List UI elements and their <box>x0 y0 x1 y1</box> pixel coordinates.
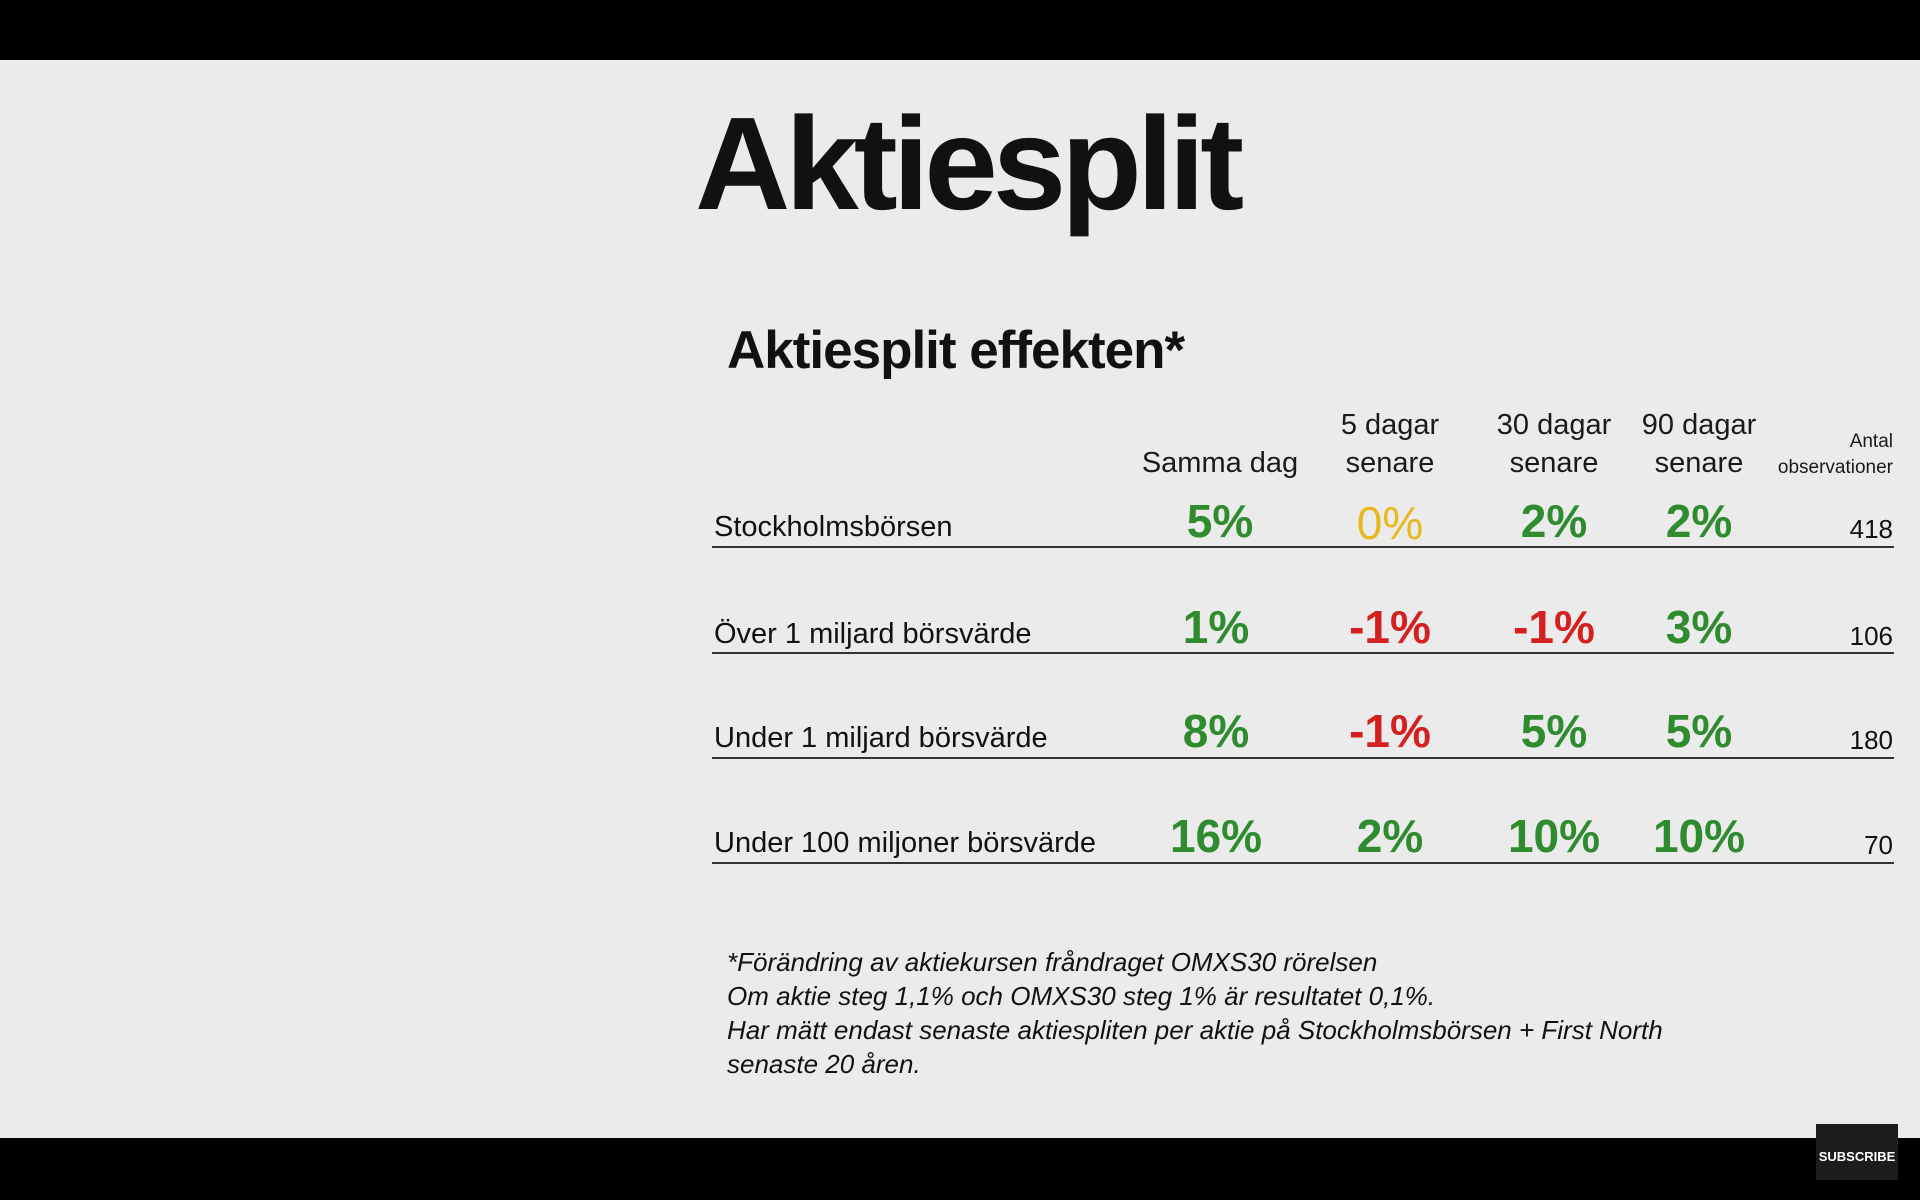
cell-row1-30-days: 2% <box>1520 495 1588 547</box>
video-bottom-bar <box>0 1138 1920 1200</box>
header-90-days: 90 dagar senare <box>1619 406 1779 482</box>
cell-row3-observations: 180 <box>1849 725 1893 755</box>
header-observations-line1: Antal <box>1849 431 1893 452</box>
header-5-days-line1: 5 dagar <box>1340 409 1440 441</box>
cell-row2-5-days: -1% <box>1349 601 1431 653</box>
row-label-under-1-miljard: Under 1 miljard börsvärde <box>714 722 1048 754</box>
slide-title: Aktiesplit <box>695 90 1244 237</box>
footnote: *Förändring av aktiekursen fråndraget OM… <box>727 945 1663 1081</box>
header-30-days-line2: senare <box>1509 447 1599 479</box>
header-30-days: 30 dagar senare <box>1474 406 1634 482</box>
cell-row2-30-days: -1% <box>1513 601 1595 653</box>
cell-row2-90-days: 3% <box>1665 601 1733 653</box>
header-same-day-text: Samma dag <box>1141 447 1299 479</box>
row-label-under-100-miljoner: Under 100 miljoner börsvärde <box>714 827 1097 859</box>
cell-row1-observations: 418 <box>1849 514 1893 544</box>
footnote-line-1: *Förändring av aktiekursen fråndraget OM… <box>727 947 1378 977</box>
header-90-days-line1: 90 dagar <box>1641 409 1757 441</box>
cell-row4-5-days: 2% <box>1356 810 1424 862</box>
cell-row1-90-days: 2% <box>1665 495 1733 547</box>
row-divider <box>712 652 1894 654</box>
header-30-days-line1: 30 dagar <box>1496 409 1612 441</box>
cell-row1-same-day: 5% <box>1186 495 1254 547</box>
header-observations: Antal observationer <box>1740 429 1893 481</box>
footnote-line-2: Om aktie steg 1,1% och OMXS30 steg 1% är… <box>727 981 1436 1011</box>
header-5-days-line2: senare <box>1345 447 1435 479</box>
cell-row4-90-days: 10% <box>1652 810 1746 862</box>
row-divider <box>712 862 1894 864</box>
cell-row2-same-day: 1% <box>1182 601 1250 653</box>
header-observations-line2: observationer <box>1777 457 1893 478</box>
row-label-stockholmsborsen: Stockholmsbörsen <box>714 511 953 543</box>
header-5-days: 5 dagar senare <box>1310 406 1470 482</box>
cell-row3-30-days: 5% <box>1520 705 1588 757</box>
footnote-line-3: Har mätt endast senaste aktiespliten per… <box>727 1015 1663 1045</box>
cell-row3-90-days: 5% <box>1665 705 1733 757</box>
cell-row4-30-days: 10% <box>1507 810 1601 862</box>
table-title: Aktiesplit effekten* <box>727 321 1185 380</box>
cell-row4-observations: 70 <box>1864 830 1893 860</box>
cell-row4-same-day: 16% <box>1169 810 1263 862</box>
cell-row2-observations: 106 <box>1849 621 1893 651</box>
cell-row3-5-days: -1% <box>1349 705 1431 757</box>
subscribe-button[interactable]: SUBSCRIBE <box>1816 1124 1898 1180</box>
row-divider <box>712 757 1894 759</box>
cell-row3-same-day: 8% <box>1182 705 1250 757</box>
presentation-slide: Aktiesplit Aktiesplit effekten* Samma da… <box>0 60 1920 1138</box>
video-top-bar <box>0 0 1920 60</box>
row-label-over-1-miljard: Över 1 miljard börsvärde <box>714 618 1032 650</box>
cell-row1-5-days: 0% <box>1356 497 1424 549</box>
row-divider <box>712 546 1894 548</box>
header-same-day: Samma dag <box>1130 444 1310 482</box>
header-90-days-line2: senare <box>1654 447 1744 479</box>
footnote-line-4: senaste 20 åren. <box>727 1049 921 1079</box>
